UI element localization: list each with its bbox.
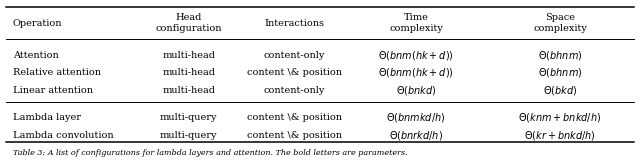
Text: content-only: content-only: [264, 86, 325, 95]
Text: Operation: Operation: [13, 19, 62, 28]
Text: $\Theta(bnm(hk+d))$: $\Theta(bnm(hk+d))$: [378, 66, 454, 79]
Text: $\Theta(bhnm)$: $\Theta(bhnm)$: [538, 49, 582, 62]
Text: Linear attention: Linear attention: [13, 86, 93, 95]
Text: multi-query: multi-query: [160, 131, 218, 140]
Text: $\Theta(kr+bnkd/h)$: $\Theta(kr+bnkd/h)$: [524, 129, 596, 142]
Text: Space
complexity: Space complexity: [533, 13, 587, 33]
Text: $\Theta(bnkd)$: $\Theta(bnkd)$: [396, 84, 436, 97]
Text: Lambda layer: Lambda layer: [13, 113, 81, 122]
Text: Interactions: Interactions: [264, 19, 324, 28]
Text: $\Theta(bnrkd/h)$: $\Theta(bnrkd/h)$: [389, 129, 443, 142]
Text: multi-head: multi-head: [163, 68, 215, 77]
Text: $\Theta(knm+bnkd/h)$: $\Theta(knm+bnkd/h)$: [518, 111, 602, 124]
Text: multi-query: multi-query: [160, 113, 218, 122]
Text: multi-head: multi-head: [163, 86, 215, 95]
Text: content \& position: content \& position: [247, 113, 342, 122]
Text: content-only: content-only: [264, 51, 325, 60]
Text: Attention: Attention: [13, 51, 58, 60]
Text: $\Theta(bnmkd/h)$: $\Theta(bnmkd/h)$: [386, 111, 446, 124]
Text: content \& position: content \& position: [247, 131, 342, 140]
Text: content \& position: content \& position: [247, 68, 342, 77]
Text: Time
complexity: Time complexity: [389, 13, 443, 33]
Text: Head
configuration: Head configuration: [156, 13, 222, 33]
Text: $\Theta(bkd)$: $\Theta(bkd)$: [543, 84, 577, 97]
Text: Relative attention: Relative attention: [13, 68, 101, 77]
Text: Table 3: A list of configurations for lambda layers and attention. The bold lett: Table 3: A list of configurations for la…: [13, 149, 408, 157]
Text: $\Theta(bhnm)$: $\Theta(bhnm)$: [538, 66, 582, 79]
Text: multi-head: multi-head: [163, 51, 215, 60]
Text: $\Theta(bnm(hk+d))$: $\Theta(bnm(hk+d))$: [378, 49, 454, 62]
Text: Lambda convolution: Lambda convolution: [13, 131, 113, 140]
